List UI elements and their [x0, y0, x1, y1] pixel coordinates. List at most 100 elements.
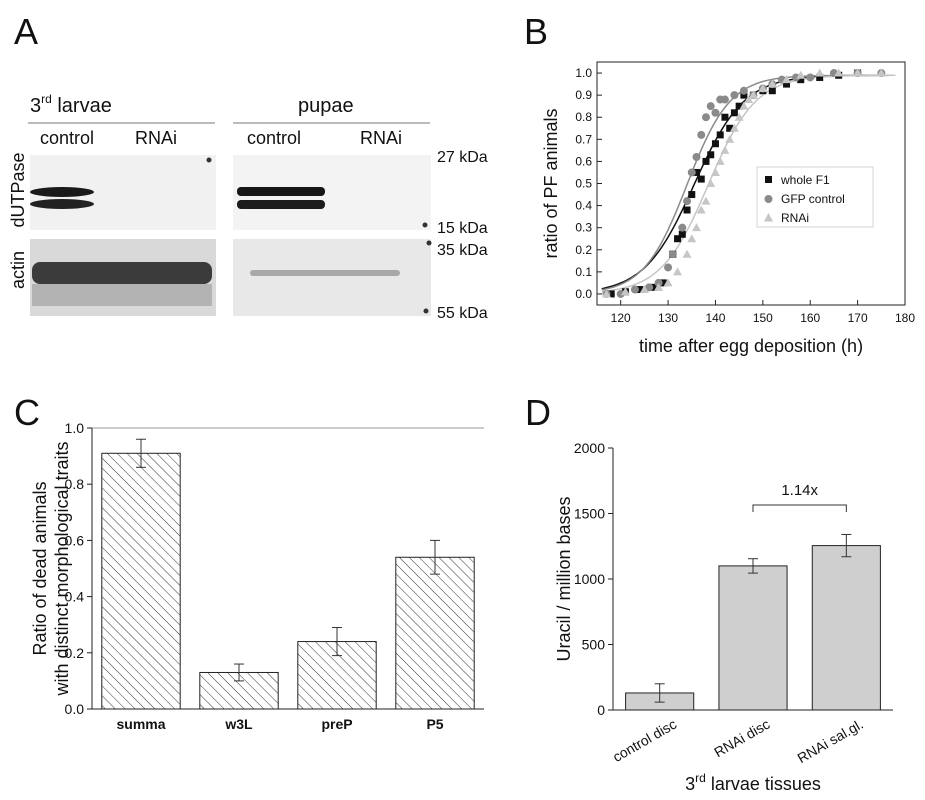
chart-c: 0.0 0.2 0.4 0.6 0.8 1.0 summa w3L preP P5 Ratio of… [30, 420, 484, 732]
bar [395, 556, 475, 710]
marker-label: 35 kDa [437, 242, 488, 259]
data-point [729, 123, 739, 132]
blot-band [32, 262, 212, 284]
blot-band [237, 187, 325, 196]
data-point [706, 102, 715, 111]
y-tick-label: 0.4 [575, 199, 592, 213]
blot-dot [422, 222, 428, 228]
data-point [726, 124, 734, 132]
legend-label: GFP control [781, 192, 845, 206]
y-tick-label: 500 [582, 637, 606, 653]
data-point [697, 175, 705, 183]
data-point [687, 168, 696, 177]
data-point [616, 289, 625, 298]
blot-dot [426, 240, 432, 246]
data-point [816, 73, 824, 81]
blot-band [30, 199, 94, 209]
lane-label: RNAi [135, 128, 177, 148]
legend-marker [765, 176, 772, 183]
category-label: RNAi disc [711, 716, 772, 761]
y-tick-label: 0.9 [575, 88, 592, 102]
data-point [607, 290, 615, 298]
y-tick-label: 0.5 [575, 177, 592, 191]
x-tick-label: 130 [658, 311, 678, 325]
blot-band [250, 270, 400, 276]
fit-curve-rnai [601, 74, 896, 293]
y-tick-label: 0.2 [65, 645, 85, 661]
row-label-dutpase: dUTPase [8, 152, 28, 227]
blot-image-pupae-actin [233, 239, 431, 316]
y-tick-label: 0 [597, 702, 605, 718]
y-tick-label: 0.4 [65, 589, 85, 605]
x-tick-label: 160 [800, 311, 820, 325]
category-label: RNAi sal.gl. [794, 716, 865, 766]
data-point [668, 250, 677, 259]
data-point [688, 191, 696, 199]
data-point [768, 87, 776, 95]
x-tick-label: 180 [895, 311, 915, 325]
data-point [693, 168, 701, 176]
row-label-actin: actin [8, 251, 28, 289]
data-point [744, 95, 754, 104]
legend-box [756, 166, 874, 228]
chart-b: 120 130 140 150 160 170 180 0.0 0.1 0.2 0.3 0.4 0.5 0… [541, 61, 915, 356]
data-point [639, 285, 649, 294]
data-point [678, 223, 687, 232]
data-point [663, 278, 673, 287]
data-point [697, 130, 706, 139]
data-point [792, 73, 801, 82]
data-point [715, 156, 725, 165]
data-point [834, 68, 844, 77]
data-point [692, 223, 702, 232]
chart-d: 0 500 1000 1500 2000 control disc RNAi disc RNA… [554, 440, 893, 794]
y-axis-title: Uracil / million bases [554, 496, 574, 661]
panel-letter-b: B [524, 11, 548, 52]
y-tick-label: 1.0 [575, 66, 592, 80]
data-point [797, 76, 805, 84]
y-tick-label: 1.0 [65, 420, 85, 436]
data-point [740, 91, 748, 99]
x-axis-title: time after egg deposition (h) [639, 336, 863, 356]
y-tick-label: 0.6 [575, 154, 592, 168]
data-point [876, 68, 886, 77]
data-point [782, 75, 792, 84]
blot-dot [206, 157, 212, 163]
data-point [630, 285, 639, 294]
data-point [683, 206, 691, 214]
col-header-larvae: 3rd larvae [30, 92, 112, 117]
bar [811, 545, 881, 711]
data-point [674, 235, 682, 243]
data-point [701, 113, 710, 122]
y-tick-label: 0.1 [575, 265, 592, 279]
marker-label: 15 kDa [437, 220, 488, 237]
y-tick-label: 0.8 [575, 110, 592, 124]
y-tick-label: 1500 [574, 506, 605, 522]
comparison-bracket [752, 504, 847, 512]
data-point [711, 140, 719, 148]
lane-label: control [40, 128, 94, 148]
data-point [707, 151, 715, 159]
panel-letter-a: A [14, 11, 38, 52]
data-point [678, 230, 686, 238]
data-point [636, 286, 644, 294]
data-point [701, 196, 711, 205]
col-header-pupae: pupae [298, 95, 354, 117]
marker-label: 27 kDa [437, 149, 488, 166]
data-point [720, 145, 730, 154]
data-point [710, 167, 720, 176]
lane-label: control [247, 128, 301, 148]
x-axis-title: 3rd larvae tissues [685, 771, 821, 794]
y-axis-title: ratio of PF animals [541, 108, 561, 258]
data-point [650, 283, 658, 291]
data-point [796, 70, 806, 79]
data-point [739, 101, 749, 110]
blot-dot [423, 308, 429, 314]
data-point [687, 234, 697, 243]
y-tick-label: 0.3 [575, 221, 592, 235]
x-tick-label: 150 [753, 311, 773, 325]
data-point [645, 283, 654, 292]
y-tick-label: 0.6 [65, 532, 85, 548]
bracket-label: 1.14x [781, 482, 818, 499]
bar [101, 452, 181, 710]
